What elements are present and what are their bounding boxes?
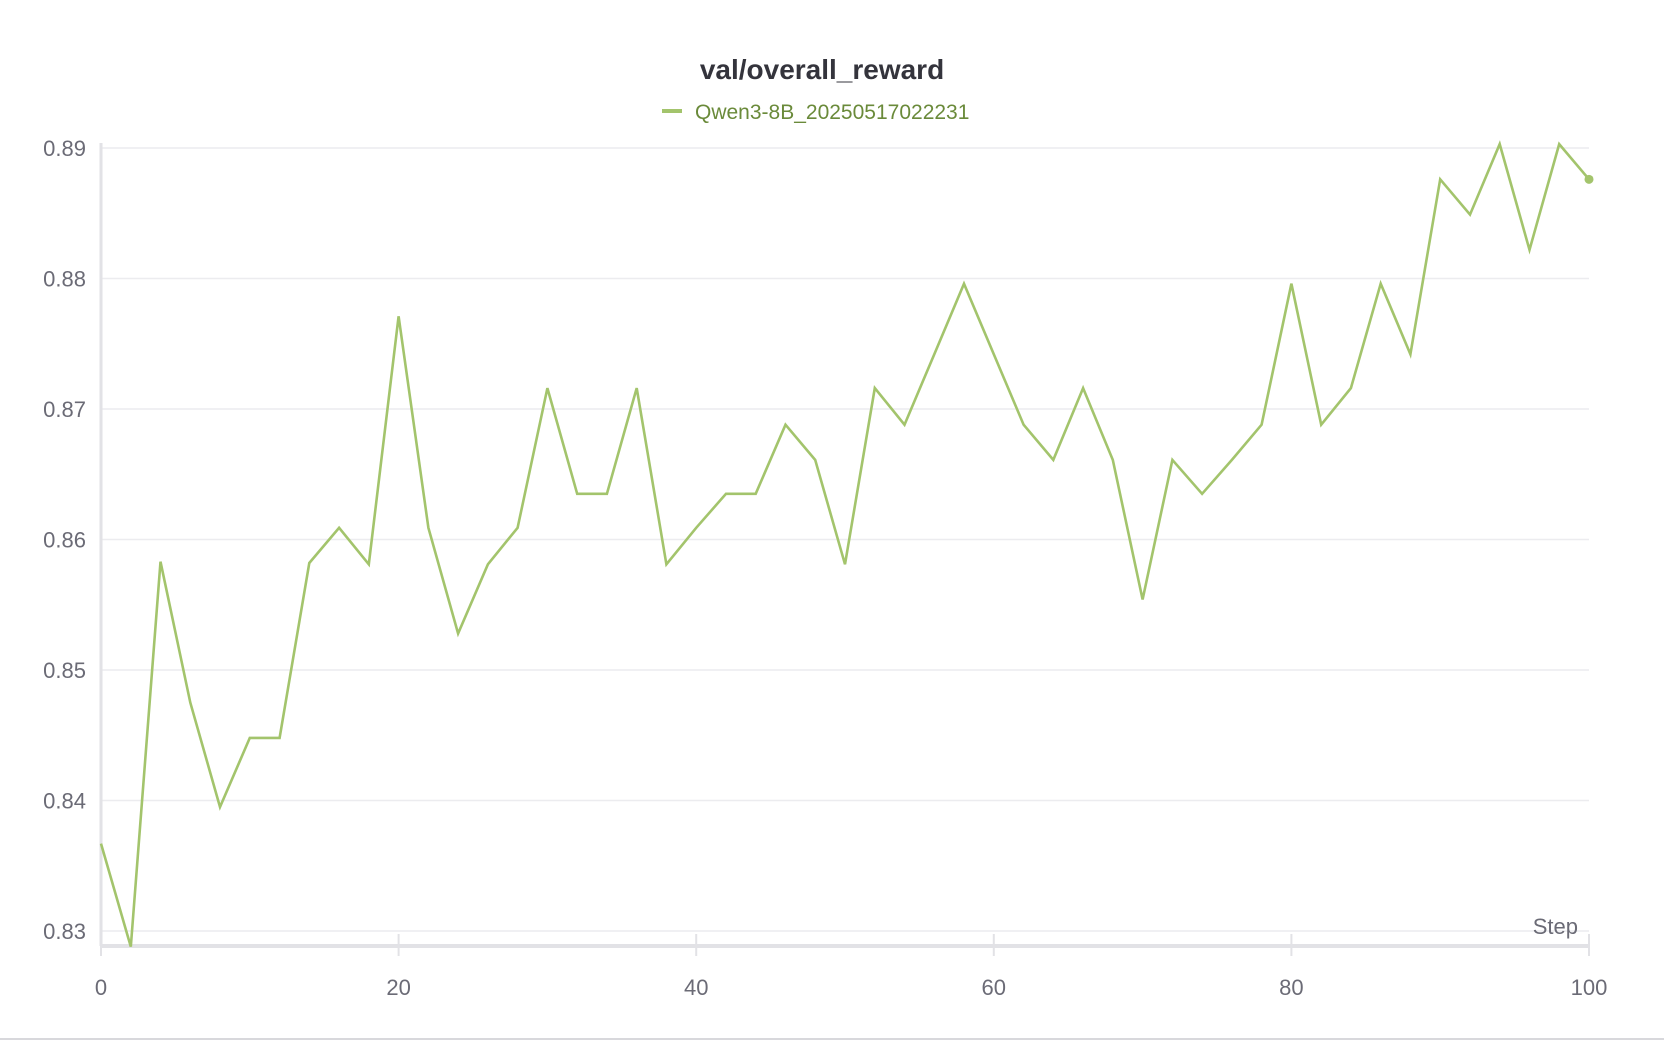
- y-tick-label: 0.83: [43, 919, 86, 944]
- y-tick-label: 0.87: [43, 397, 86, 422]
- legend-swatch: [662, 109, 682, 113]
- y-tick-label: 0.86: [43, 528, 86, 553]
- x-tick-label: 100: [1571, 975, 1608, 1000]
- last-point-marker: [1584, 174, 1594, 184]
- chart-title: val/overall_reward: [700, 54, 944, 85]
- x-axis-label: Step: [1533, 914, 1578, 939]
- y-tick-label: 0.89: [43, 136, 86, 161]
- x-tick-label: 0: [95, 975, 107, 1000]
- y-tick-label: 0.88: [43, 267, 86, 292]
- x-tick-label: 20: [386, 975, 410, 1000]
- legend-label: Qwen3-8B_20250517022231: [695, 101, 969, 124]
- x-tick-label: 60: [982, 975, 1006, 1000]
- legend[interactable]: Qwen3-8B_20250517022231: [662, 101, 969, 124]
- series-line: [99, 140, 1590, 948]
- x-tick-label: 80: [1279, 975, 1303, 1000]
- y-tick-label: 0.85: [43, 658, 86, 683]
- y-tick-label: 0.84: [43, 789, 86, 814]
- x-tick-label: 40: [684, 975, 708, 1000]
